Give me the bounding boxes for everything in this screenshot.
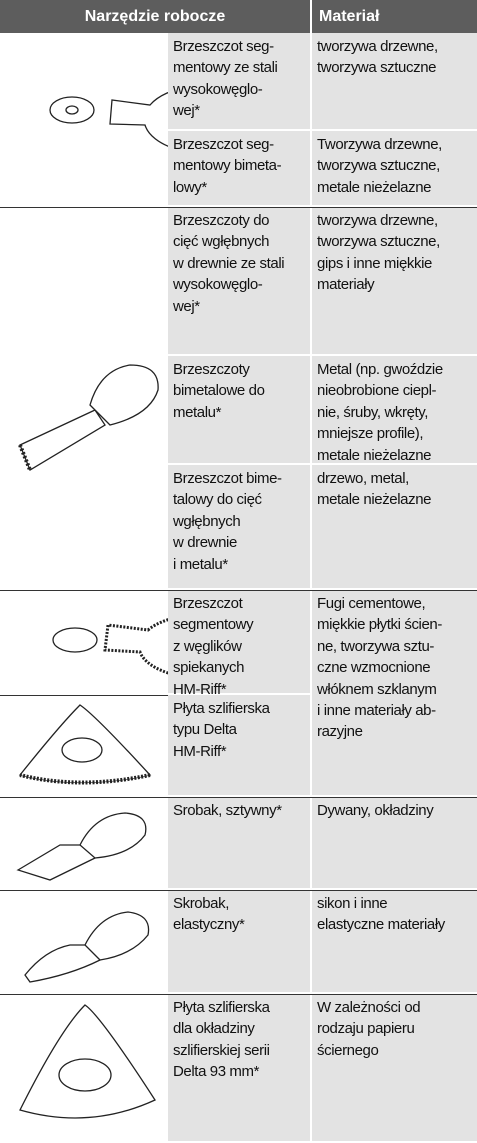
divider: [0, 207, 477, 208]
segment-blade: [109, 91, 168, 147]
material: Metal (np. gwoździe nieobrobione ciepl- …: [312, 356, 477, 465]
blade-mount: [84, 911, 150, 961]
tool: Srobak, sztywny*: [168, 797, 310, 890]
material: tworzywa drzewne, tworzywa sztuczne: [312, 33, 477, 131]
hub: [58, 1058, 112, 1092]
hub: [61, 737, 103, 763]
tool: Brzeszczot segmentowy z węglików spiekan…: [168, 590, 310, 698]
scraper: [16, 844, 96, 881]
tool: Płyta szlifierska typu Delta HM-Riff*: [168, 695, 310, 797]
scraper: [24, 944, 101, 983]
header-tool: Narzędzie robocze: [0, 0, 310, 33]
material: sikon i inne elastyczne materiały: [312, 890, 477, 994]
divider: [0, 590, 477, 591]
tool: Skrobak, elastyczny*: [168, 890, 310, 994]
blade-mount: [89, 364, 159, 426]
header-material: Materiał: [310, 0, 477, 33]
hub-hole: [65, 105, 79, 115]
material: Dywany, okładziny: [312, 797, 477, 890]
tool: Brzeszczoty do cięć wgłębnych w drewnie …: [168, 207, 310, 356]
tool: Brzeszczoty bimetalowe do metalu*: [168, 356, 310, 465]
grit-edge: [19, 773, 151, 785]
tool: Płyta szlifierska dla okładziny szlifier…: [168, 994, 310, 1143]
divider: [0, 890, 477, 891]
material: W zależności od rodzaju papieru ścierneg…: [312, 994, 477, 1143]
tool: Brzeszczot seg- mentowy ze stali wysokow…: [168, 33, 310, 131]
divider: [0, 994, 477, 995]
tool-images: [16, 91, 168, 1119]
hub: [52, 627, 98, 653]
material: Fugi cementowe, miękkie płytki ścien- ne…: [312, 590, 477, 797]
tool: Brzeszczot seg- mentowy bimeta- lowy*: [168, 131, 310, 207]
teeth: [18, 444, 32, 471]
plunge-blade: [19, 409, 106, 471]
tool: Brzeszczot bime- talowy do cięć wgłębnyc…: [168, 465, 310, 590]
carbide-blade: [103, 618, 168, 675]
material: Tworzywa drzewne, tworzywa sztuczne, met…: [312, 131, 477, 207]
blade-mount: [79, 812, 147, 859]
material: drzewo, metal, metale nieżelazne: [312, 465, 477, 590]
divider: [0, 695, 168, 696]
divider: [0, 797, 477, 798]
material: tworzywa drzewne, tworzywa sztuczne, gip…: [312, 207, 477, 356]
